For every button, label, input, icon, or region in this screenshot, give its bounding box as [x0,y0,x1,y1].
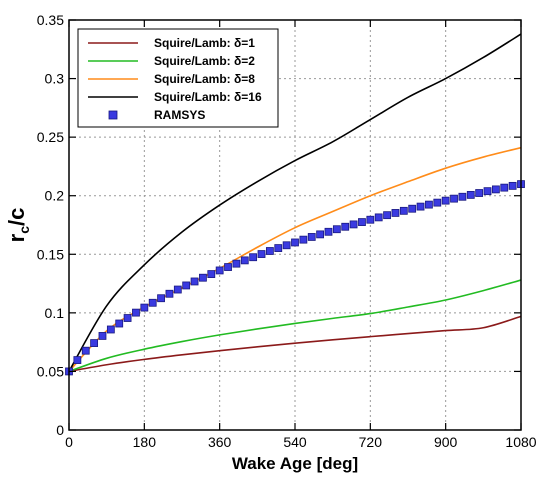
data-point [123,314,132,322]
data-point [73,356,82,364]
data-point [491,185,500,194]
legend-entry: Squire/Lamb: δ=8 [88,72,255,86]
data-point [500,183,509,192]
legend-swatch [108,110,118,120]
y-tick-label: 0.15 [37,246,64,262]
data-point [383,211,391,220]
data-point [165,289,174,298]
data-point [215,266,224,275]
data-point [199,273,207,282]
series-line [68,279,522,373]
y-tick-label: 0 [56,422,64,438]
data-point [157,294,165,303]
data-point [182,281,191,290]
data-point [291,238,299,247]
y-tick-label: 0.1 [45,305,65,321]
data-point [265,247,274,255]
data-point [475,189,484,197]
data-point [98,332,107,340]
series-line [68,315,522,373]
legend: Squire/Lamb: δ=1 Squire/Lamb: δ=2 Squire/L… [77,28,279,128]
data-point [332,225,341,234]
data-point [90,339,99,347]
data-point [408,204,417,213]
data-point [299,235,308,244]
data-point [115,319,124,328]
data-point [257,250,266,258]
legend-label: Squire/Lamb: δ=1 [154,36,255,50]
data-point [458,192,467,201]
y-axis-title: rc/c [4,208,32,243]
data-point [483,187,492,196]
x-tick-label: 540 [283,434,307,450]
data-point [190,277,199,286]
y-tick-label: 0.25 [37,129,64,145]
data-point [140,303,149,312]
y-axis-title-sub: c [16,226,32,234]
y-axis-title-tail: /c [4,208,29,226]
data-point [374,213,383,222]
data-point [173,285,182,294]
series-line [68,33,522,372]
data-point [433,198,442,207]
series-layer [65,33,525,376]
data-point [207,270,216,278]
data-point [416,202,425,211]
y-tick-label: 0.05 [37,363,64,379]
series-3 [68,33,522,372]
data-point [148,298,157,307]
legend-label: Squire/Lamb: δ=8 [154,72,255,86]
data-point [366,215,375,224]
data-point [324,227,333,236]
data-point [81,346,90,355]
legend-label: Squire/Lamb: δ=16 [154,90,262,104]
data-point [249,253,258,262]
legend-entry: Squire/Lamb: δ=2 [88,54,255,68]
y-tick-label: 0.2 [45,188,65,204]
data-point [282,241,291,250]
data-point [232,259,241,268]
legend-entry: Squire/Lamb: δ=1 [88,36,255,50]
data-point [106,325,115,334]
data-point [466,190,475,199]
series-1 [68,279,522,373]
x-axis-title: Wake Age [deg] [232,454,358,473]
data-point [316,230,325,239]
data-point [450,194,458,203]
x-tick-label: 0 [65,434,73,450]
data-point [240,256,249,265]
data-point [224,263,232,271]
data-point [425,200,433,209]
data-point [341,222,350,231]
x-tick-label: 360 [208,434,232,450]
y-tick-label: 0.3 [45,71,65,87]
y-tick-label: 0.35 [37,12,64,28]
x-tick-label: 180 [133,434,157,450]
data-point [132,308,140,317]
data-point [399,206,408,215]
x-tick-label: 1080 [505,434,536,450]
legend-entry: RAMSYS [108,108,205,122]
legend-label: RAMSYS [154,108,205,122]
series-0 [68,315,522,373]
legend-entry: Squire/Lamb: δ=16 [88,90,262,104]
x-tick-label: 720 [359,434,383,450]
data-point [349,220,358,229]
y-axis-title-main: r [4,233,29,242]
tick-layer: 0 180 360 540 720 900 1080 0 0.05 0.1 0.15 0.2 0.25 0… [37,12,537,450]
legend-label: Squire/Lamb: δ=2 [154,54,255,68]
data-point [391,209,400,217]
data-point [274,244,283,252]
data-point [358,218,366,226]
data-point [307,233,316,241]
data-point [441,196,450,205]
x-tick-label: 900 [434,434,458,450]
data-point [508,181,517,190]
